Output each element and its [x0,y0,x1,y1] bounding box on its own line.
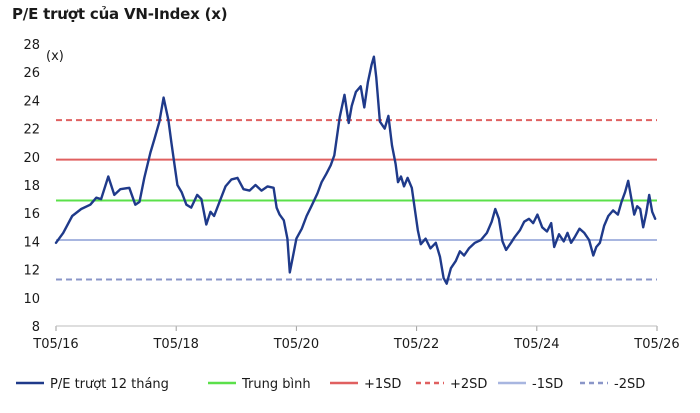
y-tick-label: 20 [23,151,40,166]
y-tick-label: 22 [23,123,40,138]
series-line-pe-trailing [54,55,657,285]
y-tick-label: 10 [23,292,40,307]
y-axis-ticks: 8 10 12 14 16 18 20 22 24 26 28 [23,38,40,335]
reference-lines [56,119,657,281]
legend-label: -2SD [614,377,645,392]
y-tick-label: 28 [23,38,40,53]
chart-title: P/E trượt của VN-Index (x) [12,5,228,23]
legend-label: +1SD [364,377,401,392]
y-tick-label: 8 [32,320,40,335]
x-tick-label: T05/24 [513,337,559,352]
y-tick-label: 12 [23,264,40,279]
y-tick-label: 18 [23,179,40,194]
legend-label: -1SD [532,377,563,392]
x-tick-label: T05/16 [32,337,78,352]
y-tick-label: 16 [23,207,40,222]
y-tick-label: 24 [23,94,40,109]
series-lines [54,55,657,285]
y-tick-label: 26 [23,66,40,81]
x-tick-label: T05/20 [273,337,319,352]
x-tick-label: T05/18 [152,337,198,352]
legend-label: P/E trượt 12 tháng [50,377,169,392]
x-tick-label: T05/22 [393,337,439,352]
x-axis-ticks: T05/16 T05/18 T05/20 T05/22 T05/24 T05/26 [32,326,680,352]
y-tick-label: 14 [23,235,40,250]
legend-label: +2SD [450,377,487,392]
y-unit-label: (x) [46,49,64,64]
legend: P/E trượt 12 tháng Trung bình +1SD +2SD -1SD… [16,377,645,392]
x-tick-label: T05/26 [633,337,679,352]
legend-label: Trung bình [241,377,311,392]
